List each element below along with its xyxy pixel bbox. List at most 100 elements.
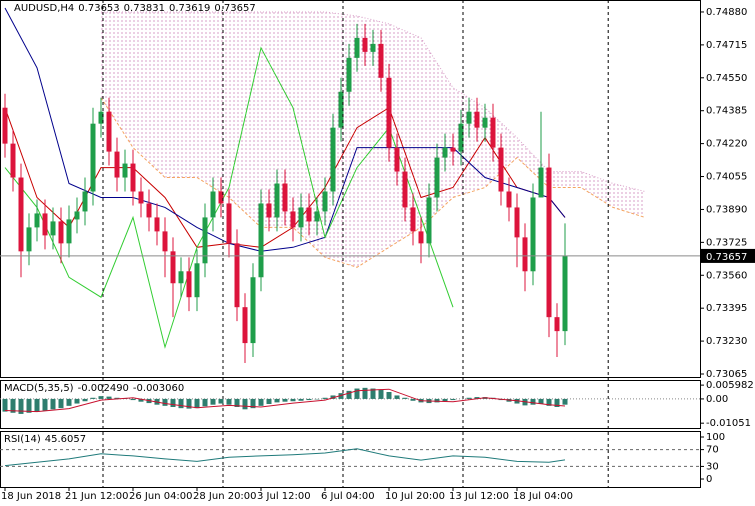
macd-bar [322, 397, 328, 399]
macd-bar [434, 398, 440, 403]
candle-body [530, 197, 536, 272]
x-tick-label: 13 Jul 12:00 [449, 491, 509, 502]
macd-bar [202, 398, 208, 407]
candle-body [50, 221, 56, 236]
macd-bar [370, 388, 376, 399]
candle-body [386, 77, 392, 148]
candle-body [330, 127, 336, 192]
macd-bar [162, 398, 168, 406]
candle-body [554, 317, 560, 332]
x-tick-label: 6 Jul 04:00 [321, 491, 375, 502]
y-tick-label: 0 [706, 474, 712, 485]
panel-title: AUDUSD,H4 [14, 3, 74, 14]
candle-body [162, 231, 168, 252]
macd-bar [218, 398, 224, 404]
current-price-box [701, 248, 755, 263]
candle-body [42, 213, 48, 236]
macd-bar [50, 398, 56, 410]
candle-body [306, 207, 312, 222]
macd-bar [58, 398, 64, 409]
macd-bar [74, 398, 80, 404]
candle-body [418, 231, 424, 244]
macd-panel-frame [0, 380, 701, 429]
candle-body [402, 171, 408, 208]
candle-body [234, 243, 240, 308]
candle-body [546, 167, 552, 318]
x-tick-label: 18 Jun 2018 [1, 491, 61, 502]
candle-body [218, 191, 224, 204]
header-value: 0.73657 [214, 3, 255, 14]
macd-bar [466, 397, 472, 399]
y-tick-label: 0.73890 [706, 204, 747, 215]
macd-bar [562, 398, 568, 405]
macd-bar [354, 388, 360, 399]
candle-body [458, 123, 464, 152]
macd-bar [306, 398, 312, 401]
candle-body [378, 43, 384, 78]
candle-body [474, 111, 480, 128]
candle-body [114, 151, 120, 178]
candle-body [370, 43, 376, 52]
header-value: -0.003060 [133, 383, 184, 394]
macd-bar [138, 398, 144, 402]
candle-body [482, 117, 488, 128]
y-tick-label: 0.00 [706, 394, 728, 405]
candle-body [178, 271, 184, 284]
macd-bar [402, 397, 408, 399]
macd-bar [538, 398, 544, 404]
candle-body [450, 147, 456, 152]
header-value: 0.73619 [169, 3, 210, 14]
candle-body [26, 227, 32, 252]
macd-bar [194, 398, 200, 409]
candle-body [338, 91, 344, 128]
x-tick-label: 3 Jul 12:00 [257, 491, 311, 502]
candle-body [34, 213, 40, 228]
y-tick-label: 100 [706, 432, 725, 443]
macd-bar [10, 398, 16, 413]
macd-bar [42, 398, 48, 411]
candle-body [170, 251, 176, 284]
macd-bar [226, 398, 232, 405]
indicator-line [4, 7, 566, 252]
candle-body [266, 203, 272, 218]
rsi-line [4, 448, 566, 467]
macd-bar [258, 398, 264, 406]
y-tick-label: 0.73725 [706, 237, 747, 248]
main-panel-frame [0, 0, 701, 378]
macd-bar [554, 398, 560, 407]
candle-body [66, 219, 72, 244]
candle-body [130, 163, 136, 192]
macd-bar [442, 398, 448, 402]
macd-bar [34, 398, 40, 412]
candle-body [434, 157, 440, 198]
candle-body [498, 147, 504, 192]
macd-bar [130, 398, 136, 401]
candle-body [154, 217, 160, 232]
panel-title: RSI(14) [4, 434, 41, 445]
candle-body [210, 191, 216, 218]
y-tick-label: 0.74385 [706, 106, 747, 117]
candle-body [522, 237, 528, 272]
current-price-label: 0.73657 [706, 252, 747, 263]
candle-body [58, 221, 64, 244]
candle-body [514, 207, 520, 238]
macd-bar [266, 398, 272, 404]
x-tick-label: 10 Jul 20:00 [385, 491, 445, 502]
candle-body [258, 203, 264, 278]
macd-bar [290, 398, 296, 402]
y-tick-label: 70 [706, 445, 719, 456]
candle-body [90, 123, 96, 192]
x-tick-label: 26 Jun 04:00 [129, 491, 193, 502]
candle-body [426, 197, 432, 244]
candle-body [202, 217, 208, 264]
macd-bar [186, 398, 192, 409]
candle-body [18, 177, 24, 252]
macd-bar [114, 397, 120, 399]
indicator-line [4, 46, 454, 349]
macd-bar [378, 389, 384, 399]
macd-bar [474, 397, 480, 399]
header-value: 45.6057 [45, 434, 86, 445]
macd-bar [82, 398, 88, 402]
panel-header: RSI(14) 45.6057 [4, 434, 86, 445]
macd-bar [362, 387, 368, 399]
